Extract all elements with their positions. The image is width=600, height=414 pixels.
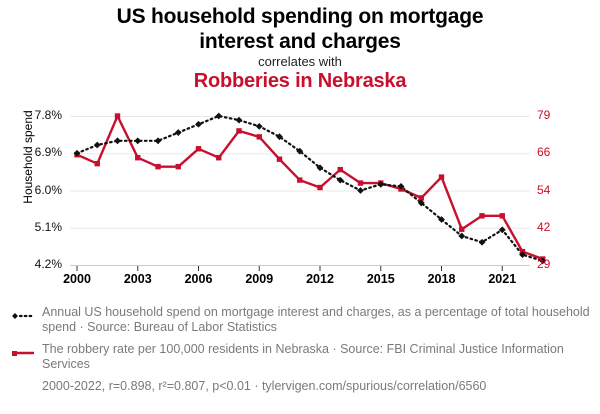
x-axis-tick-label: 2009: [245, 272, 274, 286]
title-line-2: interest and charges: [199, 30, 401, 53]
data-point-marker: [438, 174, 445, 180]
data-point-marker: [94, 160, 100, 167]
data-point-marker: [337, 166, 343, 173]
data-point-marker: [417, 199, 425, 207]
right-axis-tick-label: 66: [537, 145, 551, 160]
legend-item-household-spend: Annual US household spend on mortgage in…: [6, 305, 596, 335]
data-point-marker: [459, 226, 465, 232]
data-point-marker: [154, 137, 162, 145]
right-axis-tick-label: 79: [537, 108, 551, 122]
data-point-marker: [175, 163, 181, 170]
right-axis-tick-label: 29: [537, 257, 551, 271]
data-point-marker: [296, 147, 304, 155]
left-axis-tick-label: 6.9%: [34, 145, 62, 160]
data-point-marker: [174, 129, 182, 136]
right-axis-tick-label: 54: [537, 182, 551, 197]
legend-footnote[interactable]: 2000-2022, r=0.898, r²=0.807, p<0.01 · t…: [42, 379, 487, 393]
data-point-marker: [93, 141, 101, 149]
left-axis-tick-label: 4.2%: [34, 257, 62, 271]
data-point-marker: [316, 164, 324, 172]
data-point-marker: [216, 155, 222, 161]
series-robbery-rate-line: [76, 114, 544, 261]
data-point-marker: [276, 133, 283, 141]
data-point-marker: [297, 177, 303, 183]
data-point-marker: [73, 149, 81, 157]
data-point-marker: [438, 216, 445, 223]
data-point-marker: [255, 122, 263, 130]
x-axis-tick-label: 2003: [123, 272, 152, 286]
chart-svg: [70, 112, 547, 271]
data-point-marker: [215, 112, 223, 120]
data-point-marker: [195, 146, 202, 152]
data-point-marker: [135, 155, 141, 161]
data-point-marker: [458, 232, 466, 240]
data-point-marker: [155, 163, 161, 170]
series-household-spend-markers: [73, 112, 547, 265]
data-point-marker: [357, 187, 364, 194]
data-point-marker: [418, 195, 424, 201]
data-point-marker: [498, 226, 506, 234]
data-point-marker: [276, 156, 283, 162]
legend: Annual US household spend on mortgage in…: [6, 305, 596, 394]
x-axis-tick-label: 2006: [184, 272, 213, 286]
data-point-marker: [478, 238, 486, 246]
data-point-marker: [256, 134, 262, 140]
legend-label-robbery-rate: The robbery rate per 100,000 residents i…: [42, 342, 564, 371]
solid-line-square-marker-icon: [8, 346, 38, 356]
data-point-marker: [195, 120, 202, 128]
data-point-marker: [397, 182, 405, 190]
x-axis-tick-label: 2000: [63, 272, 91, 286]
data-point-marker: [336, 176, 344, 184]
correlates-with-label: correlates with: [258, 54, 342, 69]
x-axis-tick-label: 2012: [306, 272, 334, 286]
x-axis-tick-label: 2015: [366, 272, 395, 286]
x-axis-tick-label: 2021: [488, 272, 517, 286]
data-point-marker: [235, 116, 243, 124]
left-axis-tick-label: 7.8%: [34, 108, 62, 122]
data-point-marker: [519, 251, 526, 259]
page-subtitle: Robberies in Nebraska: [193, 70, 407, 92]
page-title: US household spending on mortgage intere…: [0, 4, 600, 54]
x-axis-tick-label: 2018: [427, 272, 456, 286]
left-axis-tick-label: 6.0%: [34, 182, 62, 197]
left-axis-tick-label: 5.1%: [34, 219, 62, 234]
data-point-marker: [114, 137, 121, 145]
legend-item-robbery-rate: The robbery rate per 100,000 residents i…: [6, 342, 596, 372]
dotted-line-diamond-marker-icon: [8, 309, 38, 319]
data-point-marker: [539, 257, 547, 265]
right-axis-tick-label: 42: [537, 219, 551, 234]
data-point-marker: [377, 180, 385, 188]
data-point-marker: [114, 113, 121, 119]
legend-label-household-spend: Annual US household spend on mortgage in…: [42, 305, 590, 334]
data-point-marker: [236, 128, 242, 134]
title-line-1: US household spending on mortgage: [116, 5, 484, 28]
data-point-marker: [479, 213, 485, 219]
series-household-spend-line: [75, 114, 544, 262]
plot-area: 7.8% 6.9% 6.0% 5.1% 4.2% 79 66 54 42 29 2000 2003…: [34, 108, 551, 286]
data-point-marker: [134, 137, 142, 145]
data-point-marker: [317, 184, 323, 191]
data-point-marker: [499, 213, 505, 219]
data-point-marker: [357, 180, 364, 186]
